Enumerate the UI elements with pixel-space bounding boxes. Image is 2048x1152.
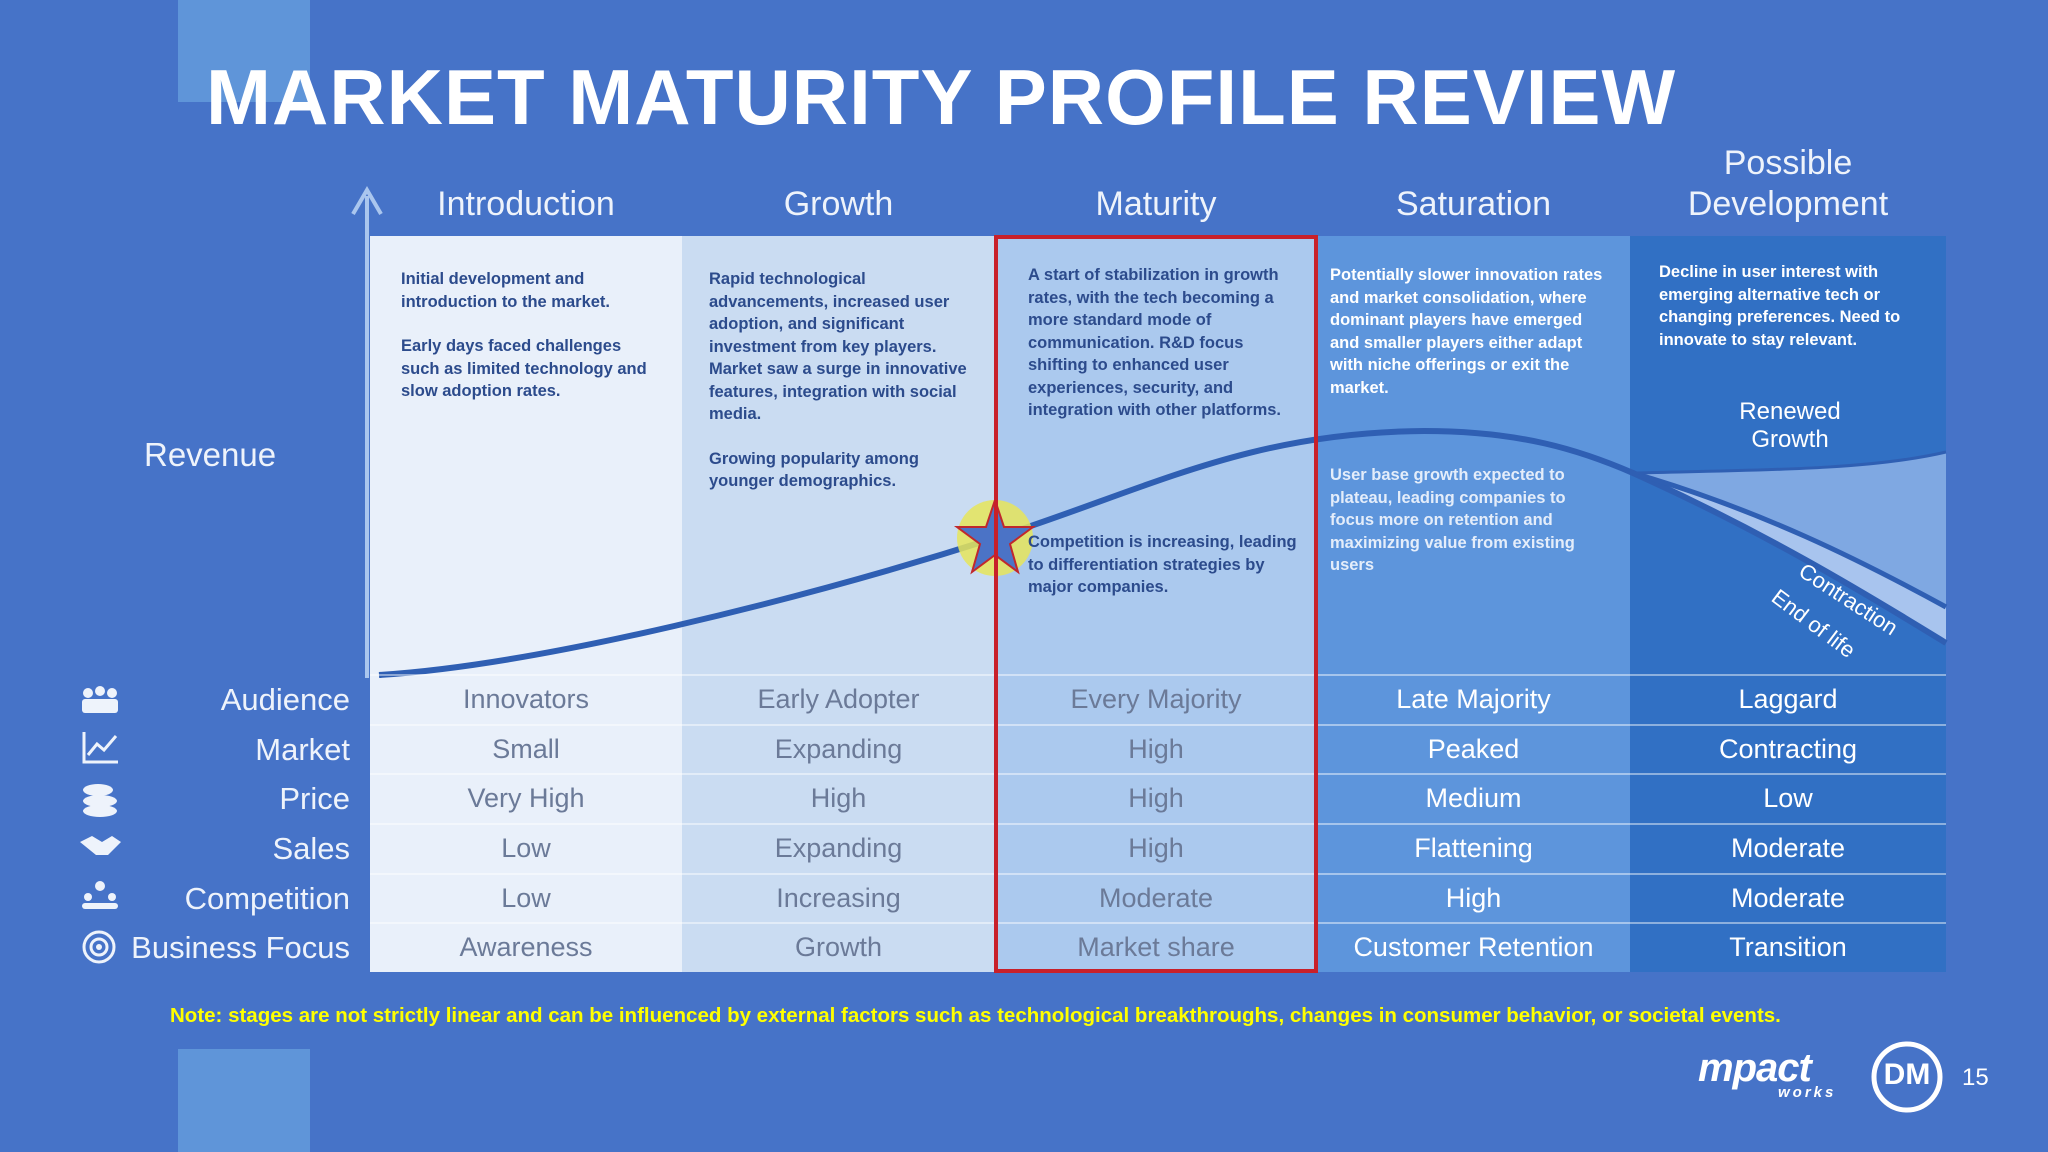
- description-paragraph: A start of stabilization in growth rates…: [1028, 266, 1282, 419]
- table-cell: High: [810, 783, 867, 813]
- table-cell: Moderate: [1098, 883, 1214, 913]
- renewed-growth-label: Renewed Growth: [1739, 398, 1841, 453]
- stage-header: Maturity: [995, 0, 1317, 225]
- stage-name: Saturation: [1396, 185, 1551, 223]
- logo-brand: mpact: [1698, 1046, 1812, 1090]
- description-paragraph: Rapid technological advancements, increa…: [709, 270, 967, 423]
- table-cell: Expanding: [774, 734, 903, 764]
- row-label: Competition: [184, 881, 350, 916]
- stage-header: Growth: [682, 0, 995, 225]
- slide-title: MARKET MATURITY PROFILE REVIEW: [206, 53, 1677, 141]
- logo-badge: DM: [1883, 1058, 1931, 1091]
- table-cell: High: [1128, 734, 1184, 764]
- description-paragraph: Decline in user interest with emerging a…: [1659, 263, 1901, 349]
- row-label: Audience: [220, 682, 350, 717]
- logo-sub: works: [1778, 1084, 1837, 1101]
- stage-header: Saturation: [1317, 0, 1630, 225]
- stage-description: Potentially slower innovation rates and …: [1330, 264, 1612, 421]
- revenue-label: Revenue: [144, 436, 277, 473]
- highlight-box: [994, 235, 1318, 973]
- table-cell: Low: [501, 833, 551, 863]
- stage-name: Possible Development: [1687, 144, 1889, 223]
- column-bg: [682, 236, 995, 972]
- column-bg: [370, 236, 682, 972]
- deco-square: [178, 1049, 310, 1152]
- stage-description: Initial development and introduction to …: [401, 268, 664, 425]
- table-cell: Very High: [467, 783, 585, 813]
- stage-description: A start of stabilization in growth rates…: [1028, 264, 1299, 444]
- table-cell: Every Majority: [1070, 684, 1242, 714]
- lifecycle-curve: [378, 427, 1948, 678]
- table-cell: Market share: [1077, 932, 1235, 962]
- table-cell: High: [1128, 783, 1184, 813]
- table-cell: Late Majority: [1396, 684, 1551, 714]
- table-cell: Early Adopter: [757, 684, 920, 714]
- table-cell: Flattening: [1414, 833, 1533, 863]
- table-cell: Moderate: [1730, 833, 1846, 863]
- description-paragraph: Potentially slower innovation rates and …: [1330, 266, 1603, 397]
- table-cell: Low: [501, 883, 551, 913]
- note: Note: stages are not strictly linear and…: [170, 1004, 1781, 1027]
- table-cell: High: [1128, 833, 1184, 863]
- axis-arrow: [351, 186, 383, 216]
- table-cell: Low: [1763, 783, 1813, 813]
- description-paragraph: Initial development and introduction to …: [401, 270, 611, 311]
- stage-lower-note: User base growth expected to plateau, le…: [1330, 466, 1575, 574]
- stage-name: Growth: [783, 185, 894, 223]
- table-cell: Growth: [794, 932, 883, 962]
- table-cell: High: [1445, 883, 1502, 913]
- stage-name: Introduction: [437, 185, 615, 223]
- row-label: Sales: [272, 831, 350, 866]
- table-cell: Transition: [1729, 932, 1847, 962]
- stage-description: Rapid technological advancements, increa…: [709, 268, 977, 515]
- badge-ring: [1871, 1041, 1943, 1113]
- renewed-curve: [1632, 450, 1947, 475]
- table-cell: Expanding: [774, 833, 903, 863]
- table-cell: Peaked: [1427, 734, 1520, 764]
- table-cell: Contracting: [1718, 734, 1858, 764]
- contraction-curve: [1632, 470, 1948, 610]
- description-paragraph: Growing popularity among younger demogra…: [709, 449, 919, 491]
- stage-name: Maturity: [1095, 185, 1217, 223]
- table-lines: [370, 674, 1946, 924]
- stage-header: Possible Development: [1630, 0, 1946, 225]
- stage-description: Decline in user interest with emerging a…: [1659, 261, 1928, 373]
- stage-header: Introduction: [370, 0, 682, 225]
- row-icons: [80, 686, 121, 964]
- table-cell: Awareness: [459, 932, 593, 962]
- deco-square: [178, 0, 310, 102]
- description-paragraph: Early days faced challenges such as limi…: [401, 337, 647, 400]
- table-cell: Moderate: [1730, 883, 1846, 913]
- table-cell: Customer Retention: [1353, 932, 1594, 962]
- row-label: Price: [279, 781, 350, 816]
- table-cell: Small: [492, 734, 560, 764]
- row-label: Market: [255, 732, 350, 767]
- table-cell: Increasing: [776, 883, 901, 913]
- table-cell: Innovators: [462, 684, 590, 714]
- table-cell: Medium: [1425, 783, 1522, 813]
- stage-lower-note: Competition is increasing, leading to di…: [1028, 533, 1297, 596]
- table-cell: Laggard: [1738, 684, 1838, 714]
- row-label: Business Focus: [131, 930, 350, 965]
- column-bg: [995, 236, 1317, 972]
- column-bg: [1317, 236, 1630, 972]
- page-number: 15: [1962, 1064, 1989, 1091]
